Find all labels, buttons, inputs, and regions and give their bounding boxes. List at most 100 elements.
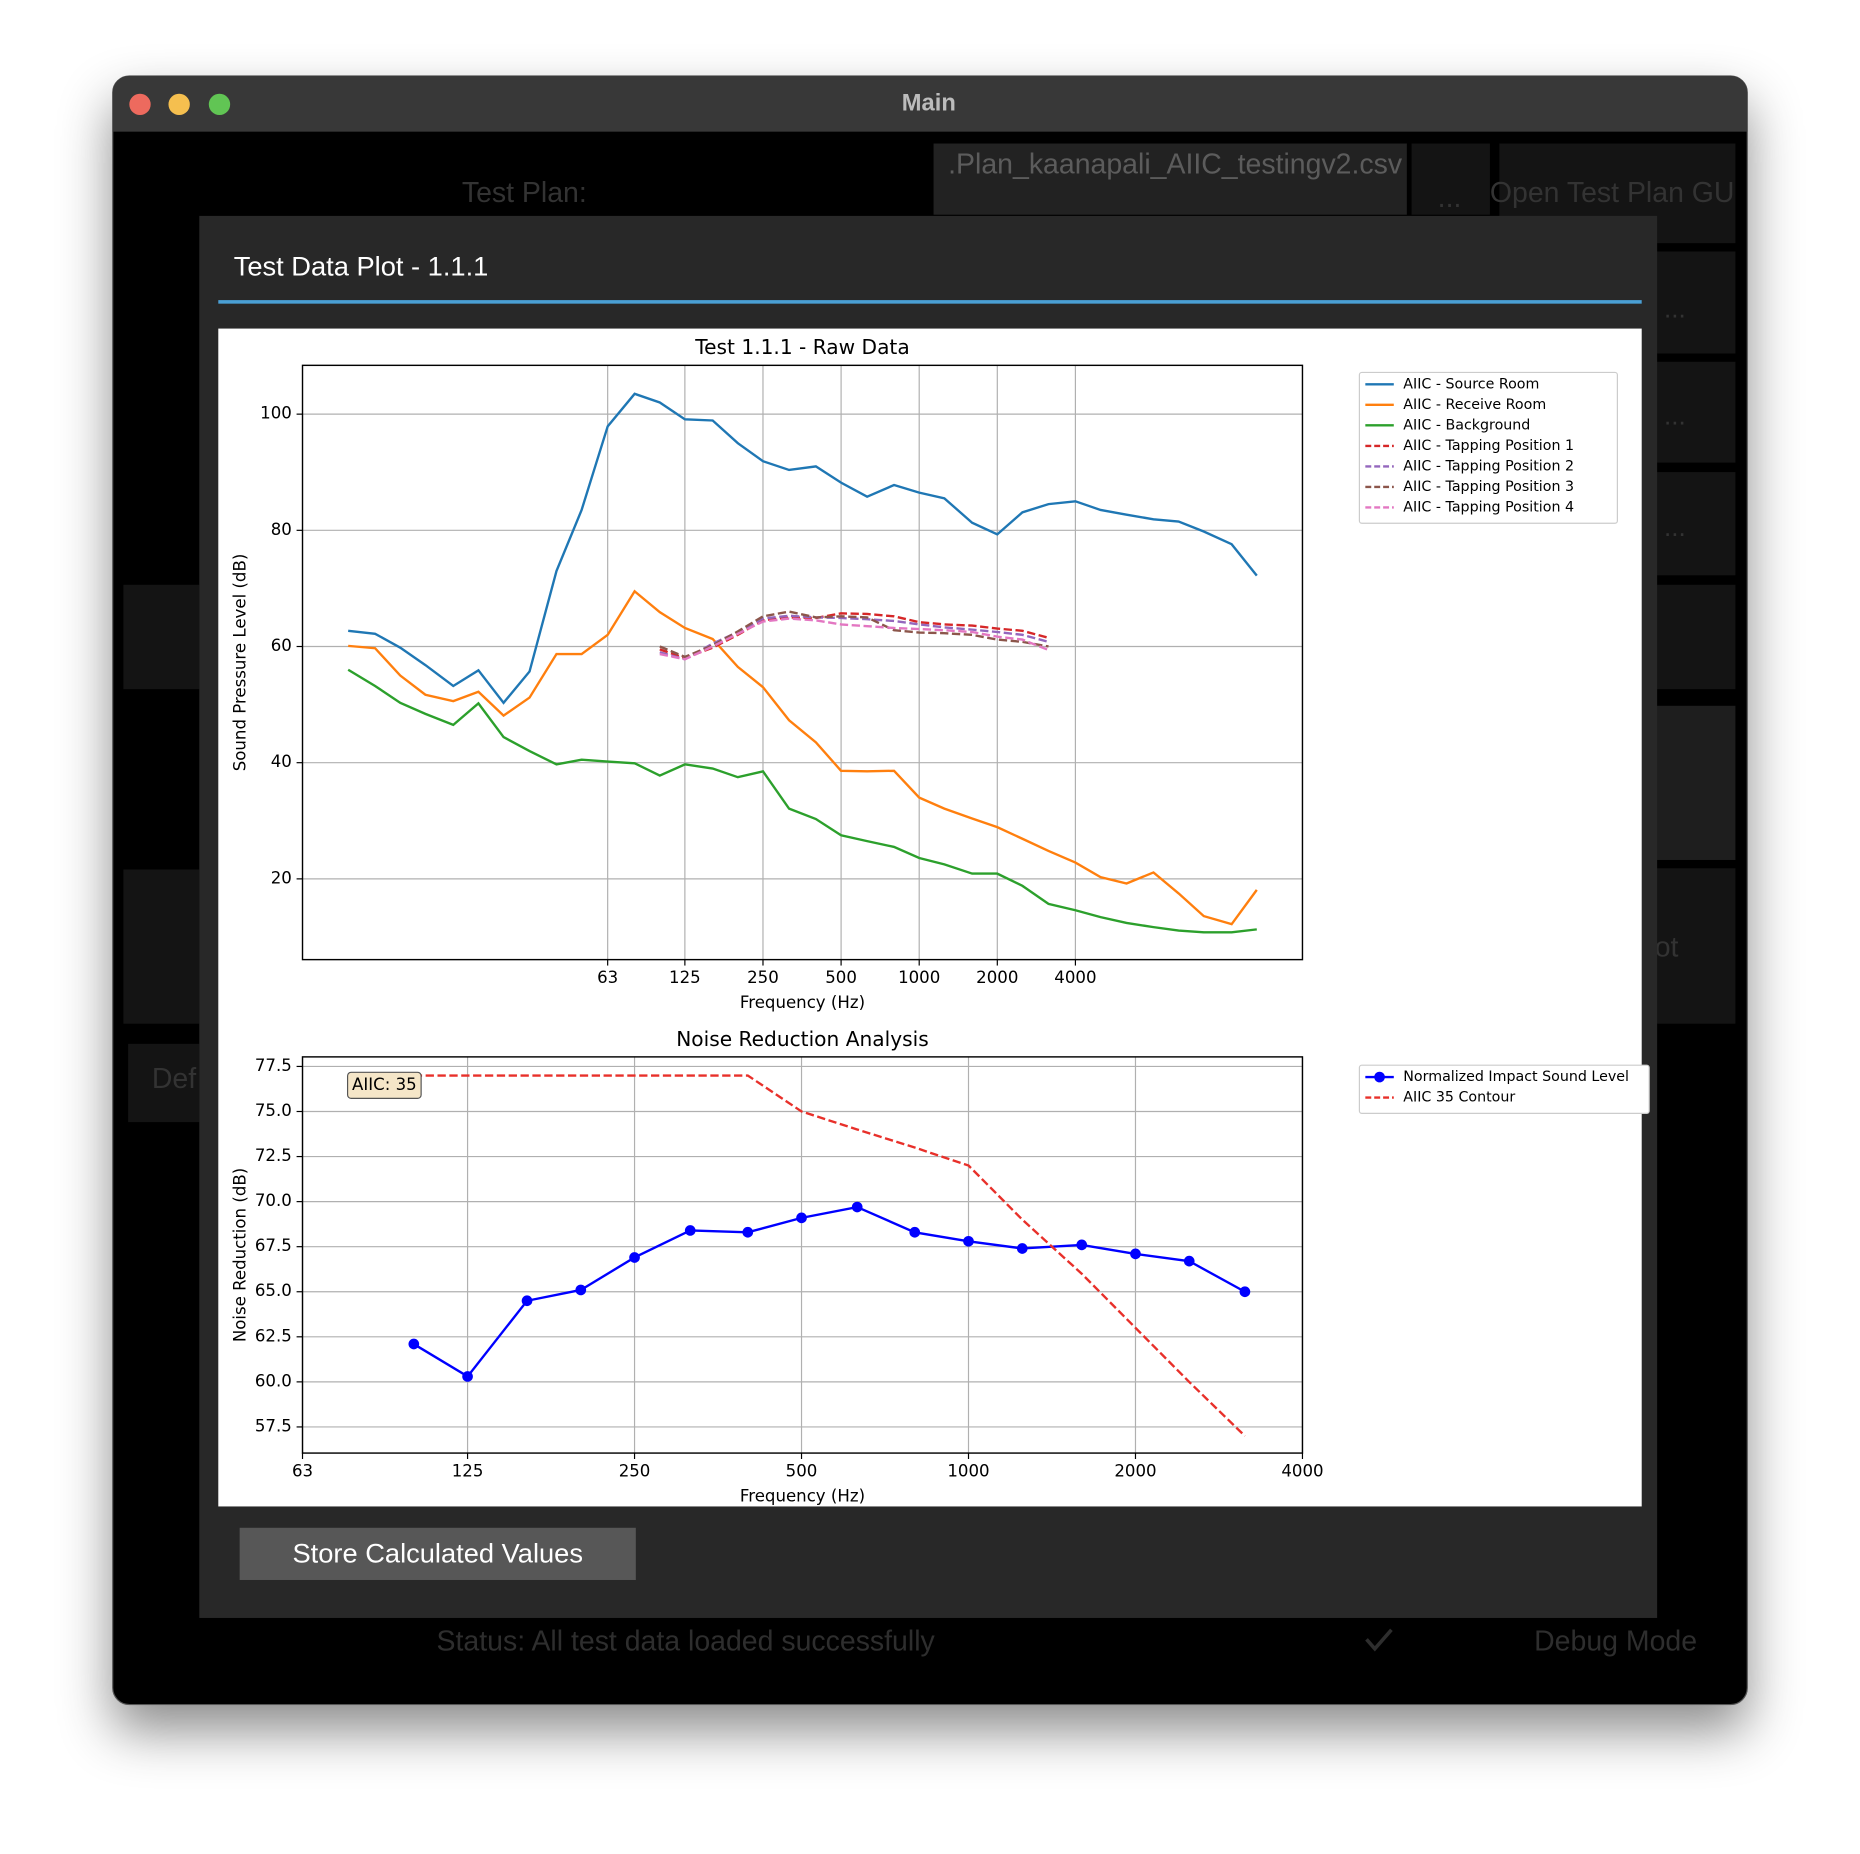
button-label: Def	[152, 1063, 196, 1095]
y-tick-label: 72.5	[255, 1146, 292, 1165]
data-point	[408, 1338, 420, 1350]
x-tick-label: 4000	[1054, 968, 1096, 987]
chart-title: Noise Reduction Analysis	[676, 1027, 929, 1051]
x-tick-label: 4000	[1281, 1462, 1323, 1481]
legend-box	[1358, 371, 1618, 524]
button[interactable]	[128, 1043, 200, 1123]
plot-frame	[301, 364, 1304, 961]
y-tick-label: 20	[271, 868, 292, 887]
data-point	[521, 1295, 533, 1307]
x-tick-label: 250	[747, 968, 779, 987]
y-tick-label: 57.5	[255, 1416, 292, 1435]
x-tick-label: 1000	[898, 968, 940, 987]
checkbox-label: Debug Mode	[1534, 1625, 1697, 1657]
text-field[interactable]	[933, 143, 1407, 215]
data-point	[851, 1201, 863, 1213]
y-tick-label: 60	[271, 636, 292, 655]
data-point	[1016, 1243, 1028, 1254]
window-title: Main	[902, 91, 956, 117]
y-tick-label: 62.5	[255, 1326, 292, 1345]
legend-label: AIIC - Receive Room	[1403, 397, 1546, 413]
button-label: ...	[1664, 400, 1686, 430]
panel	[123, 869, 200, 1024]
status-text: Status: All test data loaded successfull…	[437, 1625, 936, 1657]
data-point	[1076, 1239, 1088, 1251]
y-axis-label: Noise Reduction (dB)	[230, 1168, 249, 1342]
x-tick-label: 1000	[947, 1462, 989, 1481]
y-tick-label: 40	[271, 752, 292, 771]
minimize-button[interactable]	[168, 93, 190, 116]
y-tick-label: 77.5	[255, 1056, 292, 1075]
data-point	[742, 1226, 754, 1238]
data-point	[1239, 1286, 1251, 1298]
x-tick-label: 63	[292, 1462, 313, 1481]
x-axis-label: Frequency (Hz)	[740, 993, 865, 1012]
label: Test Plan:	[462, 177, 587, 209]
store-button[interactable]	[239, 1527, 636, 1580]
window: Main Test Plan: .Plan_kaanapali_AIIC_tes…	[112, 75, 1748, 1706]
y-tick-label: 100	[260, 404, 292, 423]
y-tick-label: 80	[271, 520, 292, 539]
data-point	[575, 1284, 587, 1296]
x-tick-label: 2000	[1114, 1462, 1156, 1481]
dialog-title: Test Data Plot - 1.1.1	[234, 250, 489, 281]
y-tick-label: 67.5	[255, 1236, 292, 1255]
button-label: ot	[1655, 931, 1679, 963]
series-line	[413, 1074, 1246, 1437]
series-line	[659, 617, 1049, 661]
x-axis-label: Frequency (Hz)	[740, 1486, 865, 1505]
chart-title: Test 1.1.1 - Raw Data	[694, 335, 909, 359]
legend-label: AIIC - Background	[1403, 417, 1530, 433]
x-tick-label: 125	[669, 968, 701, 987]
series-line	[348, 392, 1258, 705]
legend-label: Normalized Impact Sound Level	[1403, 1069, 1629, 1085]
data-point	[1183, 1255, 1195, 1267]
plots: Test 1.1.1 - Raw Data Frequency (Hz) Sound…	[230, 335, 1650, 1505]
data-point	[909, 1226, 921, 1238]
y-axis-label: Sound Pressure Level (dB)	[230, 554, 249, 772]
checkbox-icon[interactable]	[1365, 1628, 1393, 1652]
annotation-box	[346, 1071, 422, 1099]
x-tick-label: 250	[619, 1462, 651, 1481]
legend-label: AIIC - Tapping Position 1	[1403, 438, 1574, 454]
series-line	[347, 668, 1257, 934]
annotation: AIIC: 35	[352, 1075, 417, 1094]
legend-label: AIIC - Tapping Position 2	[1403, 458, 1574, 474]
x-tick-label: 63	[597, 968, 618, 987]
y-tick-label: 70.0	[255, 1191, 292, 1210]
x-tick-label: 2000	[976, 968, 1018, 987]
close-button[interactable]	[129, 93, 151, 116]
text-field-value: .Plan_kaanapali_AIIC_testingv2.csv	[948, 149, 1403, 181]
y-tick-label: 60.0	[255, 1371, 292, 1390]
legend-label: AIIC 35 Contour	[1403, 1090, 1515, 1106]
zoom-button[interactable]	[208, 93, 231, 116]
title-bar	[112, 75, 1748, 132]
legend-label: AIIC - Source Room	[1403, 376, 1539, 392]
series-line	[659, 610, 1049, 659]
figure	[218, 328, 1642, 1507]
legend-marker	[1374, 1071, 1385, 1083]
panel	[123, 584, 200, 690]
x-tick-label: 500	[825, 968, 857, 987]
divider	[218, 300, 1642, 304]
series-line	[413, 1205, 1246, 1378]
y-tick-label: 75.0	[255, 1101, 292, 1120]
data-point	[1130, 1248, 1141, 1260]
data-point	[963, 1235, 974, 1247]
series-line	[348, 589, 1258, 926]
button-label: ...	[1664, 512, 1686, 542]
y-tick-label: 65.0	[255, 1281, 292, 1300]
legend-label: AIIC - Tapping Position 3	[1403, 479, 1574, 495]
button[interactable]	[1411, 143, 1490, 215]
button-label: Store Calculated Values	[292, 1537, 582, 1568]
legend-label: AIIC - Tapping Position 4	[1403, 499, 1574, 515]
data-point	[462, 1371, 473, 1382]
button-label: ...	[1438, 182, 1462, 214]
data-point	[796, 1212, 807, 1224]
button-label: ...	[1664, 294, 1686, 324]
legend-box	[1358, 1064, 1650, 1114]
data-point	[684, 1225, 696, 1236]
plot-frame	[301, 1056, 1304, 1454]
data-point	[629, 1252, 640, 1263]
